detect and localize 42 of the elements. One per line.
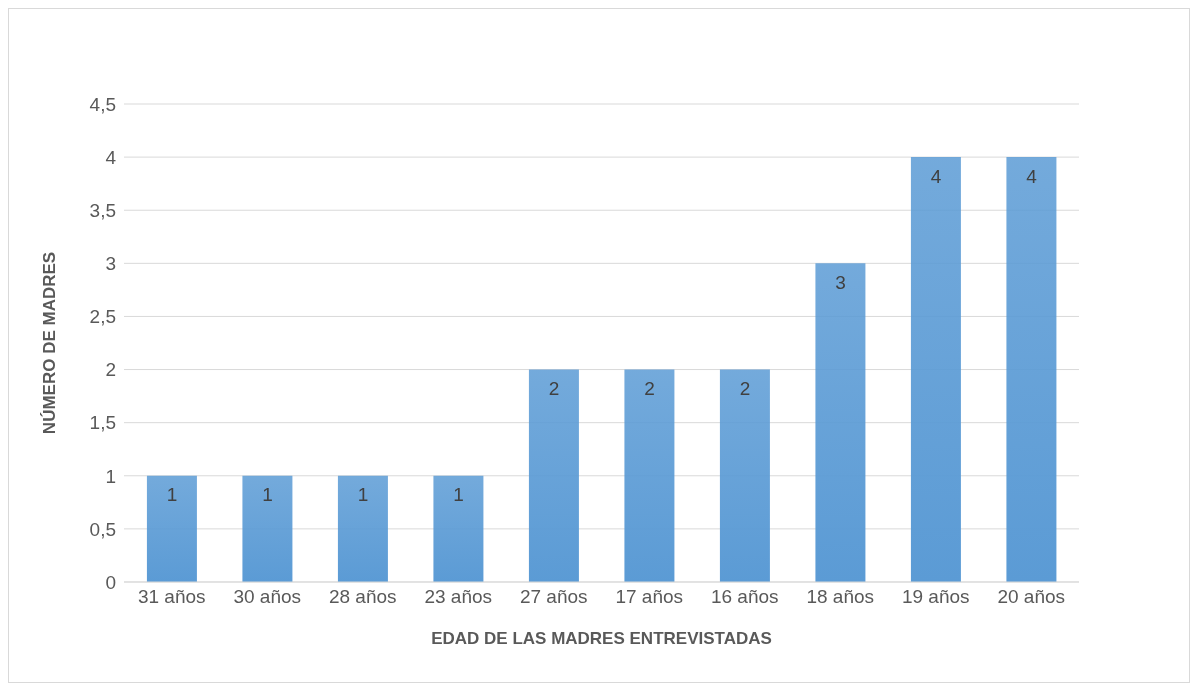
x-tick-label: 30 años bbox=[233, 586, 302, 608]
x-tick-label: 20 años bbox=[997, 586, 1066, 608]
data-label: 2 bbox=[739, 378, 751, 400]
x-tick-label: 27 años bbox=[519, 586, 588, 608]
data-label: 1 bbox=[453, 484, 464, 506]
y-tick-label: 2,5 bbox=[89, 306, 116, 328]
y-tick-label: 3 bbox=[105, 253, 116, 275]
y-tick-label: 0 bbox=[105, 571, 116, 593]
data-label: 4 bbox=[930, 165, 942, 187]
y-tick-label: 3,5 bbox=[89, 199, 116, 221]
bar bbox=[624, 369, 675, 582]
bar bbox=[433, 475, 484, 582]
bar bbox=[337, 475, 388, 582]
x-tick-label: 19 años bbox=[901, 586, 970, 608]
data-label: 4 bbox=[1026, 165, 1038, 187]
x-tick-label: 17 años bbox=[615, 586, 684, 608]
bar bbox=[719, 369, 770, 582]
y-axis-title: NÚMERO DE MADRES bbox=[40, 251, 60, 435]
y-tick-label: 1,5 bbox=[89, 412, 116, 434]
x-axis-title: EDAD DE LAS MADRES ENTREVISTADAS bbox=[431, 629, 772, 648]
x-tick-label: 23 años bbox=[424, 586, 493, 608]
x-tick-label: 28 años bbox=[328, 586, 397, 608]
bar bbox=[815, 263, 866, 582]
data-label: 3 bbox=[835, 271, 846, 293]
bar bbox=[528, 369, 579, 582]
y-tick-label: 2 bbox=[105, 359, 116, 381]
y-tick-label: 1 bbox=[105, 465, 116, 487]
data-label: 1 bbox=[166, 484, 178, 506]
y-tick-label: 0,5 bbox=[89, 518, 116, 540]
bar bbox=[910, 157, 961, 582]
bar bbox=[242, 475, 293, 582]
data-label: 1 bbox=[262, 484, 273, 506]
x-tick-label: 16 años bbox=[710, 586, 779, 608]
x-tick-label: 31 años bbox=[137, 586, 206, 608]
data-label: 2 bbox=[644, 378, 655, 400]
x-tick-label: 18 años bbox=[806, 586, 875, 608]
bar bbox=[1006, 157, 1057, 582]
y-tick-label: 4,5 bbox=[89, 93, 116, 115]
data-label: 1 bbox=[357, 484, 369, 506]
data-label: 2 bbox=[548, 378, 560, 400]
bar bbox=[146, 475, 197, 582]
y-tick-label: 4 bbox=[105, 146, 117, 168]
